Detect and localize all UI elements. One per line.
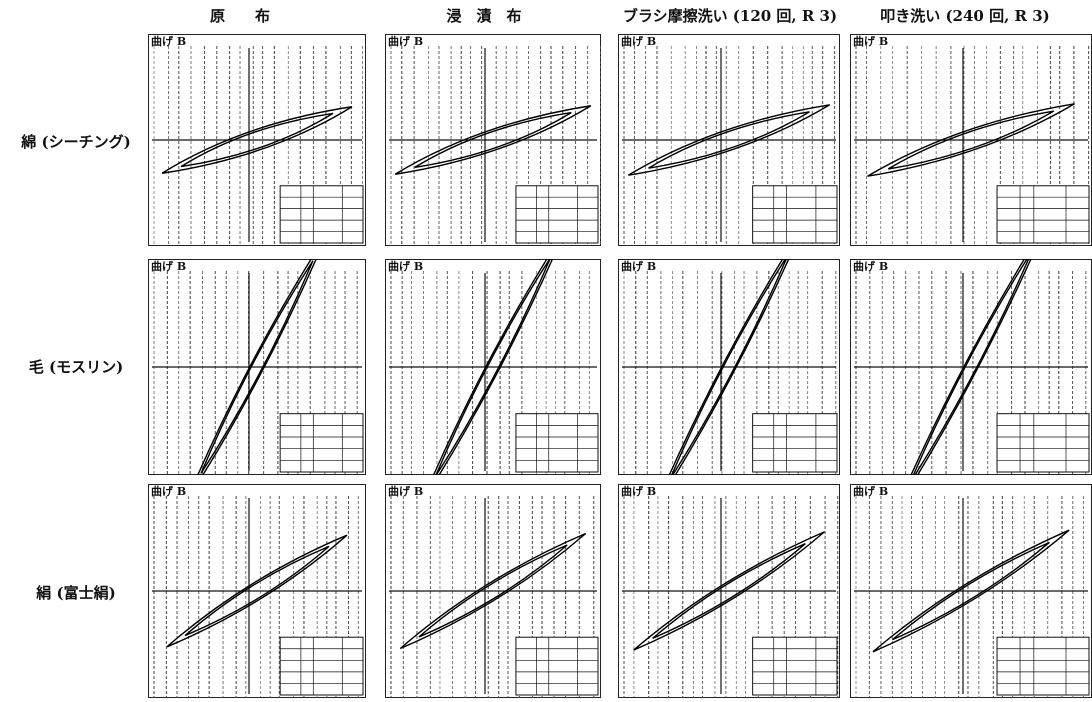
hysteresis-loop: [668, 259, 790, 475]
panel: 曲げ B: [850, 484, 1092, 698]
table-frame: [515, 636, 599, 696]
table-frame: [515, 185, 599, 244]
panel: 曲げ B: [385, 259, 601, 475]
row-header: 綿 (シーチング): [20, 133, 130, 151]
table-frame: [752, 185, 838, 244]
panel-label: 曲げ B: [151, 34, 186, 48]
hysteresis-loop: [910, 259, 1032, 475]
panel: 曲げ B: [148, 34, 366, 246]
panel-label: 曲げ B: [621, 34, 656, 48]
column-header: 叩き洗い (240 回, R 3): [880, 7, 1050, 25]
hysteresis-loop: [166, 534, 348, 648]
panel: 曲げ B: [850, 259, 1092, 475]
hysteresis-loop: [418, 544, 568, 638]
table-frame: [996, 185, 1090, 244]
panel-label: 曲げ B: [151, 259, 186, 273]
table-frame: [279, 185, 364, 244]
hysteresis-loop: [648, 111, 810, 169]
hysteresis-loop: [867, 103, 1075, 177]
hysteresis-loop: [887, 110, 1055, 170]
hysteresis-loop: [670, 259, 788, 475]
data-table: [752, 185, 838, 244]
panel-label: 曲げ B: [388, 259, 423, 273]
hysteresis-loop: [872, 529, 1070, 653]
table-frame: [996, 636, 1090, 696]
panel: 曲げ B: [148, 259, 366, 475]
panel-label: 曲げ B: [621, 484, 656, 498]
hysteresis-loop: [633, 531, 825, 651]
table-frame: [279, 413, 364, 473]
data-table: [996, 636, 1090, 696]
table-frame: [752, 413, 838, 473]
data-table: [996, 413, 1090, 473]
hysteresis-loop: [627, 104, 831, 176]
data-table: [752, 413, 838, 473]
data-table: [515, 185, 599, 244]
column-header: ブラシ摩擦洗い (120 回, R 3): [623, 7, 837, 25]
panel: 曲げ B: [618, 259, 840, 475]
data-table: [279, 636, 364, 696]
panel-label: 曲げ B: [151, 484, 186, 498]
table-frame: [752, 636, 838, 696]
data-table: [279, 185, 364, 244]
data-table: [279, 413, 364, 473]
panel: 曲げ B: [618, 484, 840, 698]
hysteresis-loop: [892, 541, 1050, 641]
table-frame: [996, 413, 1090, 473]
hysteresis-loop: [394, 105, 592, 175]
hysteresis-loop: [435, 259, 551, 475]
row-header: 毛 (モスリン): [29, 358, 123, 376]
panel: 曲げ B: [148, 484, 366, 698]
panel: 曲げ B: [618, 34, 840, 246]
hysteresis-loop: [180, 112, 334, 168]
hysteresis-loop: [197, 259, 317, 475]
hysteresis-loop: [161, 106, 353, 174]
table-frame: [279, 636, 364, 696]
panel-label: 曲げ B: [621, 259, 656, 273]
data-table: [515, 636, 599, 696]
panel-label: 曲げ B: [853, 34, 888, 48]
data-table: [515, 413, 599, 473]
panel: 曲げ B: [385, 484, 601, 698]
hysteresis-loop: [912, 259, 1030, 475]
row-header: 絹 (富士絹): [35, 584, 115, 602]
hysteresis-loop: [432, 259, 554, 475]
panel-label: 曲げ B: [388, 484, 423, 498]
hysteresis-loop: [184, 545, 330, 637]
panels: 曲げ B 曲げ B 曲げ B 曲げ B 曲げ B 曲げ B 曲げ B 曲げ B 曲げ B 曲げ B…: [148, 34, 1092, 698]
data-table: [752, 636, 838, 696]
hysteresis-loop: [399, 532, 587, 650]
hysteresis-loop: [414, 111, 572, 169]
column-header: 浸 漬 布: [446, 7, 521, 25]
hysteresis-loop: [652, 543, 806, 639]
hysteresis-loop: [200, 260, 314, 474]
panel: 曲げ B: [850, 34, 1092, 246]
table-frame: [515, 413, 599, 473]
column-header: 原 布: [210, 7, 270, 25]
panel-label: 曲げ B: [853, 484, 888, 498]
panel-label: 曲げ B: [388, 34, 423, 48]
panel: 曲げ B: [385, 34, 601, 246]
panel-label: 曲げ B: [853, 259, 888, 273]
data-table: [996, 185, 1090, 244]
